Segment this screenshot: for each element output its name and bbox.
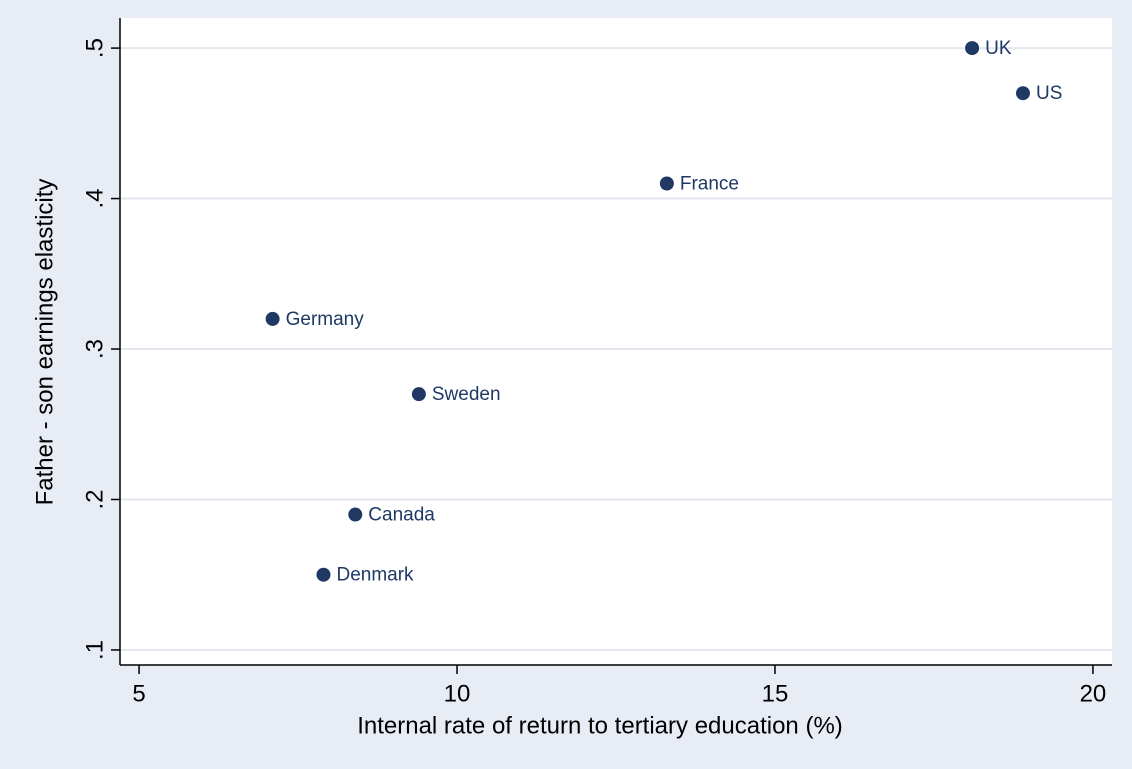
point-label: Canada <box>368 505 435 526</box>
point-label: France <box>680 174 739 195</box>
y-tick-label: .5 <box>81 38 108 58</box>
point <box>411 387 426 402</box>
point <box>659 176 674 191</box>
plot-area <box>120 18 1112 665</box>
point-label: US <box>1036 83 1062 104</box>
point <box>1015 86 1030 101</box>
y-tick-label: .4 <box>81 189 108 209</box>
point-label: Denmark <box>336 565 414 586</box>
y-tick-label: .3 <box>81 339 108 359</box>
y-tick-label: .2 <box>81 489 108 509</box>
x-tick-label: 10 <box>444 680 471 707</box>
y-axis-label: Father - son earnings elasticity <box>31 179 58 506</box>
point <box>265 311 280 326</box>
point <box>965 41 980 56</box>
y-tick-label: .1 <box>81 640 108 660</box>
point <box>348 507 363 522</box>
x-tick-label: 20 <box>1080 680 1107 707</box>
point-label: Sweden <box>432 384 501 405</box>
point-label: Germany <box>286 309 365 330</box>
x-axis-label: Internal rate of return to tertiary educ… <box>357 712 843 739</box>
x-tick-label: 5 <box>132 680 145 707</box>
point-label: UK <box>985 38 1012 59</box>
point <box>316 567 331 582</box>
x-tick-label: 15 <box>762 680 789 707</box>
